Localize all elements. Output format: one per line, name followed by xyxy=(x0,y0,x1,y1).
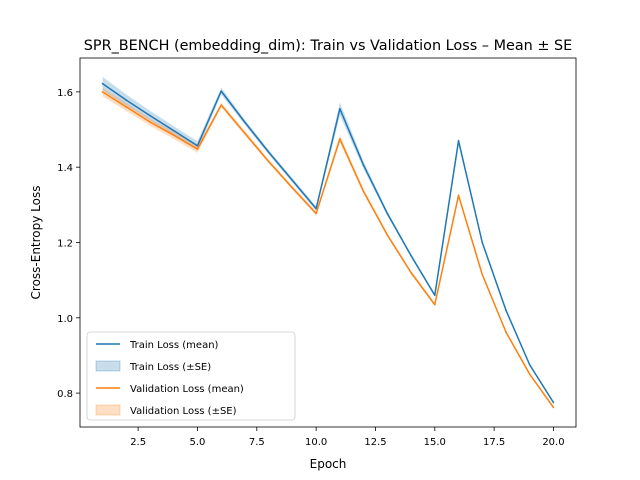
legend-frame xyxy=(86,331,296,421)
data-point xyxy=(339,138,341,140)
data-point xyxy=(125,99,128,101)
data-point xyxy=(433,294,436,297)
se-bands xyxy=(102,76,554,409)
legend-swatch-band xyxy=(95,360,121,372)
data-point xyxy=(410,254,412,257)
plot-frame xyxy=(79,57,577,428)
data-point xyxy=(552,401,555,404)
y-axis-label: Cross-Entropy Loss xyxy=(29,186,43,300)
x-tick-label: 10.0 xyxy=(305,437,327,448)
data-point xyxy=(291,187,294,189)
chart-title: SPR_BENCH (embedding_dim): Train vs Vali… xyxy=(84,38,572,54)
data-point xyxy=(505,309,507,312)
mean-line-0 xyxy=(102,82,555,403)
data-point xyxy=(149,121,151,123)
x-tick-label: 12.5 xyxy=(364,437,386,448)
y-tick-label: 1.6 xyxy=(57,88,73,99)
data-point xyxy=(315,212,317,215)
data-point xyxy=(362,164,365,167)
legend-label: Validation Loss (±SE) xyxy=(130,406,237,417)
data-point xyxy=(315,207,317,210)
data-point xyxy=(433,303,436,306)
data-point xyxy=(172,134,175,136)
data-point xyxy=(528,373,531,376)
data-point xyxy=(220,104,223,106)
legend-label: Train Loss (mean) xyxy=(129,340,219,351)
data-point xyxy=(386,212,389,215)
legend: Train Loss (mean) Train Loss (±SE) Validat… xyxy=(86,331,296,421)
x-tick-label: 15.0 xyxy=(424,437,446,448)
data-point xyxy=(481,241,484,244)
data-point xyxy=(362,190,365,193)
se-band-1 xyxy=(102,87,554,409)
data-point xyxy=(125,106,128,108)
data-point xyxy=(101,91,104,93)
data-point xyxy=(267,160,270,163)
data-point xyxy=(172,129,175,132)
data-point xyxy=(196,148,199,150)
data-point xyxy=(101,82,104,85)
legend-swatch-band xyxy=(95,404,121,416)
data-point xyxy=(386,234,389,236)
x-tick-label: 5.0 xyxy=(190,437,206,448)
se-band-0 xyxy=(102,76,554,404)
x-axis-ticks: 2.5 5.0 7.5 10.0 12.5 15.0 17.5 20.0 xyxy=(130,427,565,448)
data-point xyxy=(339,108,341,110)
legend-label: Validation Loss (mean) xyxy=(130,384,244,395)
mean-lines xyxy=(101,82,555,409)
x-tick-label: 17.5 xyxy=(483,437,505,448)
data-point xyxy=(481,273,484,276)
data-point xyxy=(457,140,460,142)
data-point xyxy=(267,151,270,153)
y-axis-ticks: 0.8 1.0 1.2 1.4 1.6 xyxy=(57,88,80,400)
y-tick-label: 1.2 xyxy=(57,239,73,250)
x-axis-label: Epoch xyxy=(310,457,347,471)
data-point xyxy=(196,144,199,147)
data-point xyxy=(149,114,151,117)
mean-line-1 xyxy=(102,91,555,408)
legend-label: Train Loss (±SE) xyxy=(129,362,211,373)
data-point xyxy=(244,121,246,124)
y-tick-label: 1.4 xyxy=(57,163,73,174)
x-tick-label: 20.0 xyxy=(542,437,564,448)
data-point xyxy=(291,179,294,182)
data-point xyxy=(220,90,223,92)
y-tick-label: 0.8 xyxy=(57,389,73,400)
data-point xyxy=(552,406,555,409)
y-tick-label: 1.0 xyxy=(57,314,73,325)
data-point xyxy=(244,132,246,135)
data-point xyxy=(457,194,460,197)
data-point xyxy=(528,364,531,366)
x-tick-label: 7.5 xyxy=(249,437,265,448)
x-tick-label: 2.5 xyxy=(130,437,146,448)
data-point xyxy=(410,271,412,274)
data-point xyxy=(505,331,507,333)
